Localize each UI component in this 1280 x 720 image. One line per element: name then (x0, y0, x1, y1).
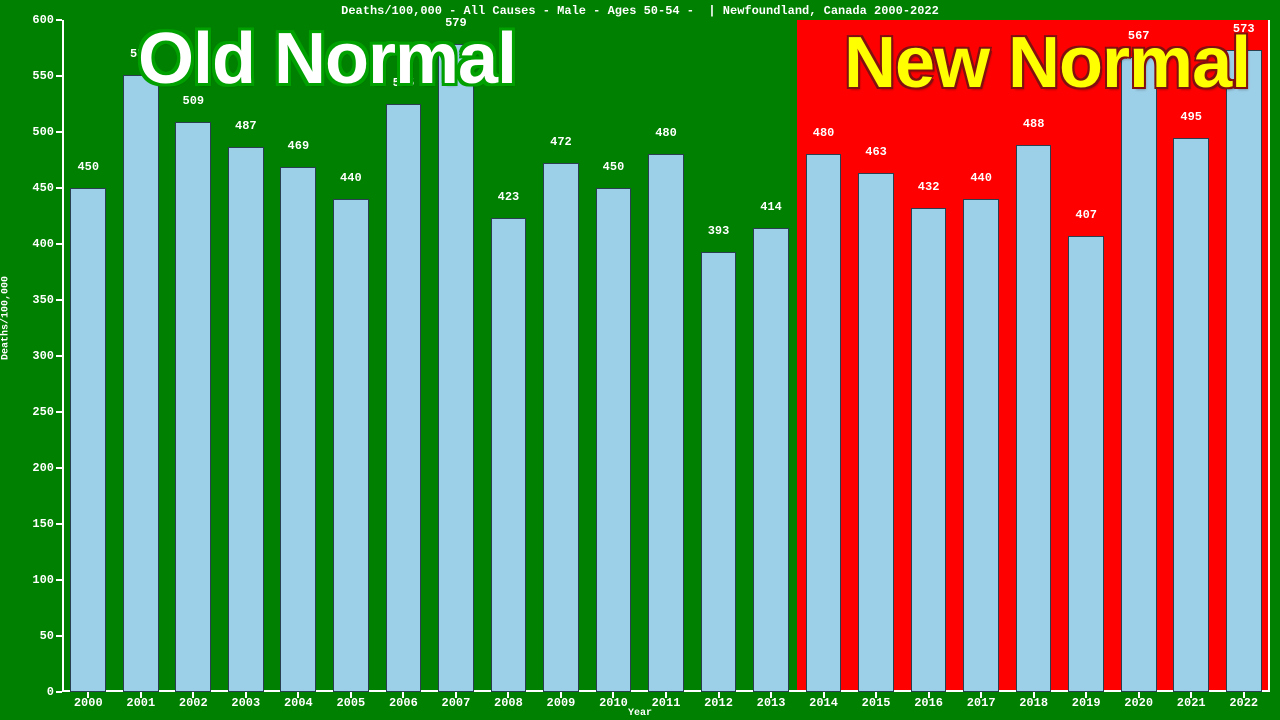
y-axis-title: Deaths/100,000 (1, 276, 12, 360)
bar-value-label: 450 (77, 160, 99, 174)
x-tick-label: 2003 (231, 696, 260, 710)
x-tick-label: 2022 (1229, 696, 1258, 710)
x-tick-label: 2011 (652, 696, 681, 710)
bar-value-label: 480 (813, 126, 835, 140)
bar-value-label: 450 (603, 160, 625, 174)
bar-value-label: 414 (760, 200, 782, 214)
bar (333, 199, 369, 692)
x-tick-label: 2019 (1072, 696, 1101, 710)
bar-value-label: 488 (1023, 117, 1045, 131)
y-tick-label: 600 (32, 13, 54, 27)
bar (1121, 57, 1157, 692)
bar-value-label: 495 (1180, 110, 1202, 124)
x-tick-label: 2001 (126, 696, 155, 710)
x-tick-label: 2016 (914, 696, 943, 710)
x-tick-label: 2008 (494, 696, 523, 710)
x-tick-label: 2017 (967, 696, 996, 710)
x-tick-label: 2010 (599, 696, 628, 710)
bar (491, 218, 527, 692)
bar-value-label: 469 (288, 139, 310, 153)
bar-value-label: 407 (1075, 208, 1097, 222)
bar-value-label: 393 (708, 224, 730, 238)
y-tick (56, 19, 62, 21)
y-tick-label: 50 (40, 629, 54, 643)
bar-value-label: 463 (865, 145, 887, 159)
bar-value-label: 480 (655, 126, 677, 140)
y-tick (56, 243, 62, 245)
bar (175, 122, 211, 692)
bar (1226, 50, 1262, 692)
y-tick-label: 550 (32, 69, 54, 83)
x-tick-label: 2007 (442, 696, 471, 710)
bar (228, 147, 264, 692)
x-tick-label: 2005 (336, 696, 365, 710)
chart-title: Deaths/100,000 - All Causes - Male - Age… (0, 4, 1280, 18)
bar (963, 199, 999, 692)
y-tick (56, 523, 62, 525)
x-tick-label: 2000 (74, 696, 103, 710)
y-tick (56, 579, 62, 581)
bar-value-label: 440 (970, 171, 992, 185)
bar (543, 163, 579, 692)
bar-value-label: 472 (550, 135, 572, 149)
x-tick-label: 2021 (1177, 696, 1206, 710)
bar (911, 208, 947, 692)
chart-plot-area: 0501001502002503003504004505005506004502… (62, 20, 1270, 692)
y-tick-label: 150 (32, 517, 54, 531)
y-tick (56, 691, 62, 693)
x-axis-title: Year (628, 708, 652, 719)
x-tick-label: 2020 (1124, 696, 1153, 710)
bar (123, 75, 159, 692)
bar (858, 173, 894, 692)
y-tick (56, 411, 62, 413)
bar (806, 154, 842, 692)
bar (280, 167, 316, 692)
y-tick-label: 300 (32, 349, 54, 363)
x-tick-label: 2013 (757, 696, 786, 710)
x-tick-label: 2018 (1019, 696, 1048, 710)
bar (1173, 138, 1209, 692)
y-axis-line (62, 20, 64, 692)
bar (753, 228, 789, 692)
bar (70, 188, 106, 692)
bar-value-label: 487 (235, 119, 257, 133)
bar (1068, 236, 1104, 692)
y-tick-label: 450 (32, 181, 54, 195)
old-normal-overlay: Old Normal (138, 18, 516, 100)
x-tick-label: 2015 (862, 696, 891, 710)
bar (596, 188, 632, 692)
bar-value-label: 423 (498, 190, 520, 204)
right-frame-line (1268, 20, 1270, 692)
bar (648, 154, 684, 692)
x-tick-label: 2009 (547, 696, 576, 710)
y-tick (56, 299, 62, 301)
y-tick (56, 467, 62, 469)
y-tick-label: 200 (32, 461, 54, 475)
y-tick-label: 0 (47, 685, 54, 699)
y-tick-label: 350 (32, 293, 54, 307)
x-tick-label: 2002 (179, 696, 208, 710)
y-tick (56, 635, 62, 637)
bar (1016, 145, 1052, 692)
y-tick-label: 250 (32, 405, 54, 419)
x-tick-label: 2004 (284, 696, 313, 710)
y-tick-label: 400 (32, 237, 54, 251)
x-tick-label: 2014 (809, 696, 838, 710)
y-tick (56, 75, 62, 77)
bar-value-label: 432 (918, 180, 940, 194)
bar-value-label: 440 (340, 171, 362, 185)
bar (386, 104, 422, 692)
y-tick (56, 355, 62, 357)
new-normal-overlay: New Normal (844, 22, 1250, 104)
x-tick-label: 2006 (389, 696, 418, 710)
y-tick (56, 131, 62, 133)
x-tick-label: 2012 (704, 696, 733, 710)
y-tick-label: 500 (32, 125, 54, 139)
y-tick-label: 100 (32, 573, 54, 587)
y-tick (56, 187, 62, 189)
bar (438, 44, 474, 692)
bar (701, 252, 737, 692)
